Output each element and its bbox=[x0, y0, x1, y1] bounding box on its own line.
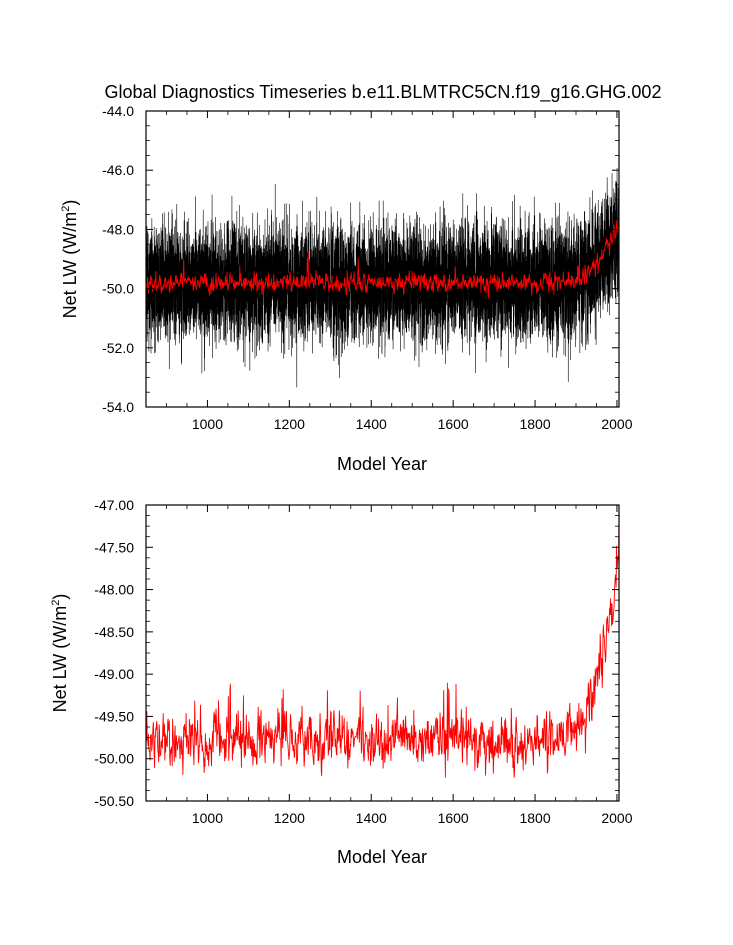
bottom-x-tick-label: 1400 bbox=[356, 810, 387, 826]
bottom-panel-ticks: 1000 1200 1400 1600 1800 2000 -50.50 -50.00 -49.… bbox=[94, 497, 632, 826]
top-x-tick-label: 1600 bbox=[438, 416, 469, 432]
bottom-x-tick-label: 2000 bbox=[601, 810, 632, 826]
bottom-x-tick-label: 1000 bbox=[192, 810, 223, 826]
bottom-y-tick-label: -50.00 bbox=[94, 751, 134, 767]
bottom-x-tick-label: 1600 bbox=[438, 810, 469, 826]
top-panel-ticks: 1000 1200 1400 1600 1800 2000 -54.0 -52.0 -50.0 -… bbox=[102, 103, 633, 432]
top-panel-series bbox=[145, 167, 620, 388]
top-x-tick-label: 1000 bbox=[192, 416, 223, 432]
bottom-panel-series bbox=[145, 517, 620, 778]
bottom-y-tick-label: -50.50 bbox=[94, 793, 134, 809]
top-y-tick-label: -46.0 bbox=[102, 162, 134, 178]
top-y-tick-label: -54.0 bbox=[102, 399, 134, 415]
bottom-y-tick-label: -47.00 bbox=[94, 497, 134, 513]
top-y-axis-label: Net LW (W/m2) bbox=[60, 200, 80, 319]
bottom-x-tick-label: 1200 bbox=[274, 810, 305, 826]
bottom-series-annual-line bbox=[145, 517, 620, 778]
chart-title: Global Diagnostics Timeseries b.e11.BLMT… bbox=[105, 82, 662, 103]
top-x-tick-label: 1400 bbox=[356, 416, 387, 432]
top-y-tick-label: -50.0 bbox=[102, 281, 134, 297]
bottom-x-tick-label: 1800 bbox=[519, 810, 550, 826]
top-x-tick-label: 1800 bbox=[519, 416, 550, 432]
top-y-tick-label: -52.0 bbox=[102, 340, 134, 356]
top-x-tick-label: 2000 bbox=[601, 416, 632, 432]
top-x-tick-label: 1200 bbox=[274, 416, 305, 432]
bottom-y-axis-label: Net LW (W/m2) bbox=[50, 594, 70, 713]
bottom-y-tick-label: -47.50 bbox=[94, 539, 134, 555]
bottom-y-tick-label: -49.00 bbox=[94, 666, 134, 682]
bottom-y-tick-label: -48.50 bbox=[94, 624, 134, 640]
top-y-tick-label: -44.0 bbox=[102, 103, 134, 119]
top-x-axis-label: Model Year bbox=[337, 454, 427, 474]
top-series-monthly-line bbox=[145, 167, 620, 388]
top-y-tick-label: -48.0 bbox=[102, 221, 134, 237]
bottom-y-tick-label: -48.00 bbox=[94, 582, 134, 598]
bottom-panel: 1000 1200 1400 1600 1800 2000 -50.50 -50.00 -49.… bbox=[50, 497, 633, 867]
bottom-y-tick-label: -49.50 bbox=[94, 708, 134, 724]
top-series-annual-line bbox=[145, 219, 620, 299]
bottom-x-axis-label: Model Year bbox=[337, 847, 427, 867]
top-panel: 1000 1200 1400 1600 1800 2000 -54.0 -52.0 -50.0 -… bbox=[60, 103, 633, 474]
